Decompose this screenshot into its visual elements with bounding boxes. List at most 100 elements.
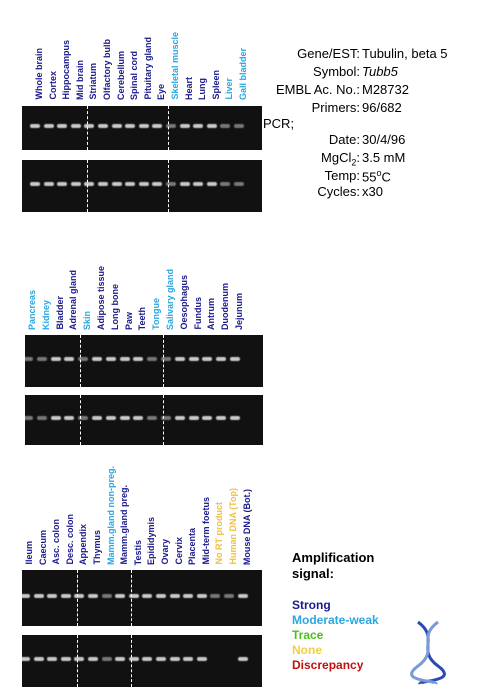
lane-label: Placenta xyxy=(187,528,198,566)
gel-band xyxy=(84,124,95,129)
lane-divider xyxy=(80,335,82,387)
gel-band xyxy=(138,124,149,129)
gel-band xyxy=(88,593,98,598)
gel-band xyxy=(22,593,30,598)
gel-band xyxy=(183,593,194,598)
value: M28732 xyxy=(362,82,409,97)
gel-band xyxy=(142,656,153,661)
gel-band xyxy=(64,356,75,361)
gel-band xyxy=(60,656,71,661)
lane-divider xyxy=(168,106,170,150)
gel-band xyxy=(234,124,244,129)
gel-band xyxy=(47,656,58,661)
gel-band xyxy=(30,124,40,129)
gel-band xyxy=(88,656,98,661)
lane-label: Desc. colon xyxy=(64,514,75,565)
lane-divider xyxy=(86,106,88,150)
lane-label: Long bone xyxy=(109,284,120,330)
gel-band xyxy=(125,124,136,129)
gel-band xyxy=(74,593,85,598)
lane-label: Cortex xyxy=(47,71,58,100)
gel-band xyxy=(188,416,199,420)
lane-divider xyxy=(163,395,165,445)
gel-band xyxy=(142,593,153,598)
gel-band xyxy=(78,356,89,361)
gel-band xyxy=(92,356,102,361)
subscript: 2 xyxy=(351,157,357,168)
label: Cycles: xyxy=(317,184,360,199)
legend-item: Moderate-weak xyxy=(292,613,379,627)
gel-band xyxy=(174,416,185,420)
value: 96/682 xyxy=(362,100,402,115)
lane-label: Cervix xyxy=(173,537,184,565)
label: Gene/EST: xyxy=(297,46,360,61)
lane-divider xyxy=(131,570,132,626)
gel-band xyxy=(25,416,33,420)
lane-label: Tongue xyxy=(151,298,162,330)
gel-band xyxy=(115,656,126,661)
lane-label: Kidney xyxy=(40,300,51,331)
gel-band xyxy=(105,416,116,420)
gel-band xyxy=(206,124,217,129)
gel-band xyxy=(119,356,130,361)
gel-band xyxy=(183,656,194,661)
gel-band xyxy=(193,124,204,129)
gel-band xyxy=(166,124,176,129)
gel-band xyxy=(196,656,207,661)
gel-band xyxy=(169,656,180,661)
label: EMBL Ac. No.: xyxy=(275,82,360,97)
gel-band xyxy=(25,356,33,361)
gel-band xyxy=(128,593,139,598)
lane-label: Adrenal gland xyxy=(68,270,79,331)
lane-divider xyxy=(168,160,170,212)
label-text: MgCl xyxy=(321,150,352,165)
lane-label: Thymus xyxy=(92,530,102,565)
lane-label: Duodenum xyxy=(220,283,231,330)
lane-label: Jejunum xyxy=(234,293,244,331)
gel-band xyxy=(50,416,61,420)
gel-band xyxy=(57,124,68,129)
gel-band xyxy=(230,416,240,420)
lane-label: Spleen xyxy=(210,70,221,100)
value: 55oC xyxy=(362,168,391,184)
lane-label: Liver xyxy=(224,78,235,100)
lane-divider xyxy=(76,635,78,687)
lane-label: Skin xyxy=(82,311,93,331)
gel-band xyxy=(202,416,213,420)
gel-band xyxy=(220,124,231,129)
gel-band xyxy=(161,356,171,361)
lane-divider xyxy=(131,635,132,687)
gel-panel xyxy=(22,635,262,687)
gel-panel xyxy=(22,106,262,150)
gel-band xyxy=(111,124,122,129)
value: x30 xyxy=(362,184,383,199)
lane-label: Paw xyxy=(123,312,134,331)
label: MgCl2: xyxy=(321,150,360,168)
lane-divider xyxy=(76,570,78,626)
gel-band xyxy=(196,593,207,598)
gel-band xyxy=(70,124,81,129)
lane-label: Eye xyxy=(156,84,167,101)
gel-panel xyxy=(25,395,263,445)
gel-band xyxy=(133,416,144,420)
lane-label: Mamm.gland preg. xyxy=(119,485,130,565)
legend-item: None xyxy=(292,643,322,657)
lane-label: Pancreas xyxy=(27,290,37,331)
gel-band xyxy=(119,416,130,420)
lane-label: Striatum xyxy=(88,63,99,100)
value: Tubulin, beta 5 xyxy=(362,46,448,61)
gel-band xyxy=(125,181,136,186)
value-text: 55 xyxy=(362,169,377,185)
lane-label: Hippocampus xyxy=(61,40,72,100)
lane-label: Gall bladder xyxy=(238,48,248,101)
unit: C xyxy=(381,169,391,185)
gel-band xyxy=(64,416,75,420)
gel-band xyxy=(133,356,144,361)
lane-label: No RT product xyxy=(214,502,225,565)
gel-band xyxy=(220,181,231,186)
gel-band xyxy=(147,356,158,361)
lane-label: Appendix xyxy=(78,524,89,566)
gel-band xyxy=(101,656,112,661)
dna-icon xyxy=(410,620,446,686)
gel-band xyxy=(202,356,213,361)
